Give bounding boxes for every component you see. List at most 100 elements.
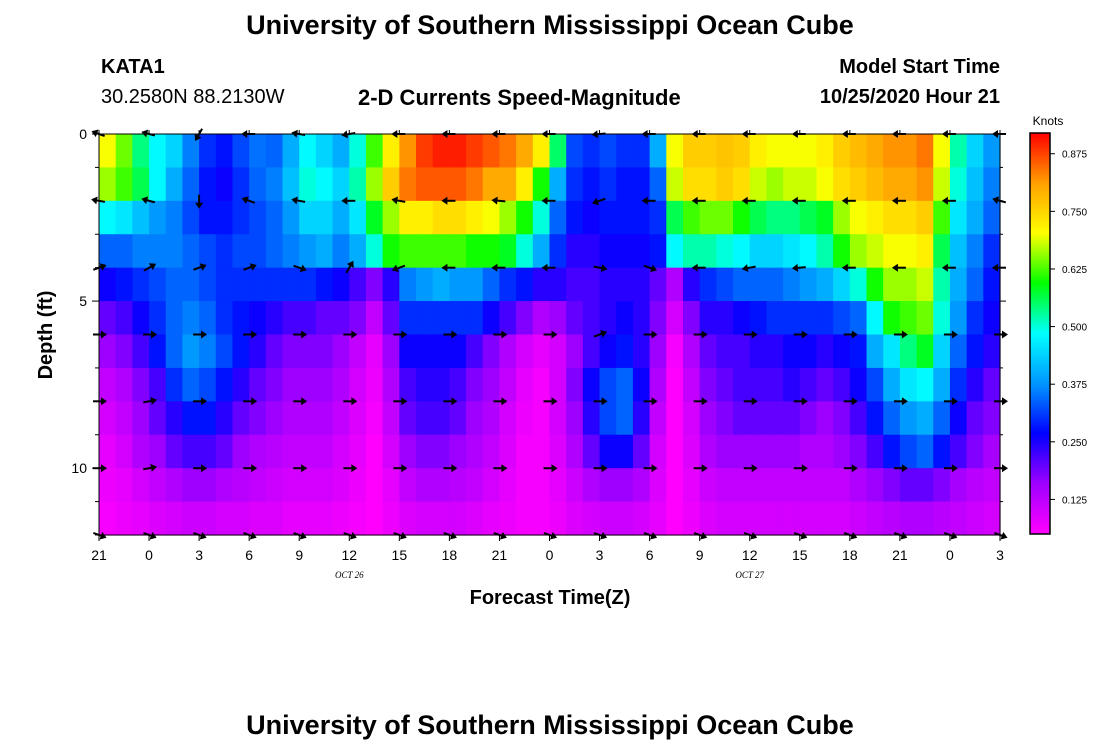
heatmap-cell	[432, 301, 450, 336]
heatmap-cell	[933, 468, 951, 503]
heatmap-cell	[249, 468, 267, 503]
heatmap-cell	[549, 334, 567, 369]
heatmap-cell	[299, 468, 317, 503]
current-arrow	[643, 464, 658, 473]
heatmap-cell	[899, 367, 918, 402]
heatmap-cell	[182, 334, 200, 369]
heatmap-cell	[599, 134, 617, 169]
heatmap-cell	[182, 167, 200, 202]
heatmap-cell	[532, 234, 551, 269]
heatmap-cell	[599, 367, 617, 402]
heatmap-cell	[899, 234, 918, 269]
heatmap-cell	[616, 134, 634, 169]
heatmap-cell	[699, 401, 717, 436]
heatmap-cell	[482, 434, 501, 469]
current-arrow	[143, 330, 158, 339]
current-arrow	[543, 330, 558, 339]
heatmap-cell	[599, 301, 617, 336]
current-arrow	[441, 196, 456, 205]
heatmap-cell	[482, 501, 501, 536]
plot-title: 2-D Currents Speed-Magnitude	[358, 85, 681, 110]
heatmap-cell	[115, 367, 133, 402]
heatmap-cell	[532, 367, 551, 402]
current-arrow	[541, 263, 556, 272]
heatmap-cell	[282, 200, 300, 235]
heatmap-cell	[783, 301, 801, 336]
heatmap-cell	[983, 234, 1001, 269]
heatmap-cell	[349, 501, 367, 536]
current-arrow	[541, 196, 556, 205]
heatmap-cell	[749, 501, 768, 536]
heatmap-cell	[799, 200, 818, 235]
heatmap-cell	[99, 468, 117, 503]
current-arrow	[741, 264, 756, 272]
heatmap-cell	[332, 167, 350, 202]
heatmap-cell	[315, 267, 334, 302]
heatmap-cell	[516, 301, 534, 336]
heatmap-cell	[365, 200, 384, 235]
heatmap-cell	[816, 200, 834, 235]
heatmap-cell	[165, 167, 184, 202]
heatmap-cell	[849, 367, 868, 402]
heatmap-cell	[799, 234, 818, 269]
heatmap-cell	[549, 267, 567, 302]
heatmap-cell	[299, 401, 317, 436]
heatmap-cell	[599, 200, 617, 235]
heatmap-cell	[566, 401, 584, 436]
colorbar-tick-label: 0.875	[1062, 150, 1087, 161]
heatmap-cell	[199, 434, 217, 469]
heatmap-cell	[566, 167, 584, 202]
heatmap-cell	[149, 301, 167, 336]
heatmap-cell	[182, 501, 200, 536]
heatmap-cell	[916, 200, 934, 235]
date-label: OCT 26	[335, 570, 364, 580]
heatmap-cell	[382, 134, 400, 169]
heatmap-cell	[532, 167, 551, 202]
heatmap-cell	[616, 334, 634, 369]
heatmap-cell	[132, 234, 150, 269]
heatmap-cell	[299, 200, 317, 235]
heatmap-cell	[149, 200, 167, 235]
heatmap-cell	[482, 267, 501, 302]
heatmap-cell	[516, 367, 534, 402]
heatmap-cell	[99, 267, 117, 302]
y-tick-label: 5	[79, 293, 87, 309]
heatmap-cell	[349, 367, 367, 402]
current-arrow	[743, 397, 758, 406]
heatmap-cell	[966, 501, 984, 536]
heatmap-cell	[566, 301, 584, 336]
heatmap-cell	[282, 301, 300, 336]
heatmap-cell	[632, 167, 651, 202]
heatmap-cell	[632, 401, 651, 436]
heatmap-cell	[883, 468, 901, 503]
current-arrow	[743, 330, 758, 339]
heatmap-cell	[365, 234, 384, 269]
heatmap-cell	[766, 267, 784, 302]
heatmap-cell	[299, 134, 317, 169]
heatmap-cell	[265, 468, 284, 503]
heatmap-cell	[132, 367, 150, 402]
heatmap-cell	[766, 401, 784, 436]
heatmap-cell	[716, 367, 734, 402]
heatmap-cell	[132, 267, 150, 302]
heatmap-cell	[449, 301, 467, 336]
heatmap-cell	[666, 200, 684, 235]
heatmap-cell	[215, 200, 234, 235]
heatmap-cell	[966, 200, 984, 235]
heatmap-cell	[549, 468, 567, 503]
heatmap-cell	[716, 167, 734, 202]
heatmap-cell	[866, 334, 884, 369]
heatmap-cell	[883, 267, 901, 302]
station-coordinates: 30.2580N 88.2130W	[101, 86, 285, 108]
heatmap-cell	[332, 468, 350, 503]
heatmap-cell	[532, 134, 551, 169]
x-tick-label: 9	[696, 547, 704, 563]
heatmap-cell	[315, 468, 334, 503]
heatmap-cell	[766, 234, 784, 269]
heatmap-cell	[716, 134, 734, 169]
heatmap-cell	[232, 301, 250, 336]
heatmap-cell	[165, 234, 184, 269]
heatmap-cell	[332, 200, 350, 235]
heatmap-cell	[733, 234, 751, 269]
colorbar-tick-label: 0.250	[1062, 438, 1087, 449]
